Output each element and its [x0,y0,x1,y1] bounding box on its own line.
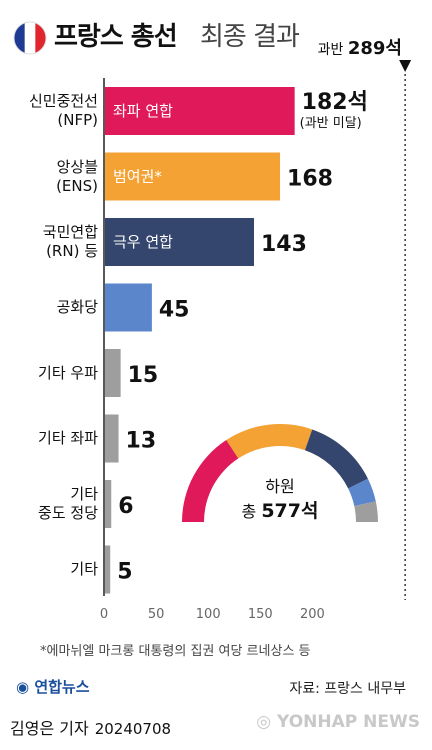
category-label-line: 공화당 [56,298,98,316]
hemicycle-total-prefix: 총 [242,502,262,521]
category-label: 기타 우파 [0,364,98,383]
bar [105,283,152,332]
bar [105,480,112,528]
value-label: 5 [117,560,132,585]
flag-stripe [35,22,46,54]
hemicycle-segment [304,429,368,489]
category-label: 앙상블 (ENS) [0,158,98,196]
category-label-line: 기타 [70,560,98,578]
x-tick-label: 200 [300,607,325,622]
chart-subtitle: 최종 결과 [200,22,300,52]
watermark: ◎ YONHAP NEWS [256,712,420,732]
hemicycle-segment [354,501,378,522]
category-label: 공화당 [0,298,98,317]
category-label-line: (ENS) [56,176,98,195]
hemicycle-chart: 하원총 577석 [182,424,378,522]
bar [105,87,295,135]
category-label: 국민연합 (RN) 등 [0,223,98,261]
byline-date: 20240708 [94,720,172,738]
value-note: (과반 미달) [300,116,362,131]
category-label-line: 앙상블 [56,157,98,176]
category-label-line: 신민중전선 [28,92,98,110]
category-label-line: 기타 우파 [38,363,98,382]
logo-text: 연합뉴스 [34,678,90,696]
category-label: 기타 [0,560,98,579]
majority-arrow-icon [399,60,412,72]
bar [105,152,281,201]
x-axis-ticks: 0 50 100 150 200 [100,607,325,622]
hemicycle-total-value: 577석 [261,500,318,522]
footnote: *에마뉘엘 마크롱 대통령의 집권 여당 르네상스 등 [40,644,311,659]
bar [105,349,121,397]
bars-layer: 좌파 연합 182석(과반 미달) 범여권* 168 극우 연합 143 45 15 13 6 5 [103,78,368,596]
byline: 김영은 기자 20240708 [10,715,171,739]
category-label: 기타 중도 정당 [0,485,98,523]
bar-inner-label: 좌파 연합 [113,102,173,120]
hemicycle-segment [182,440,239,522]
category-label-line: (RN) 등 [46,242,98,260]
category-label-line: 기타 좌파 [38,429,98,447]
bar [105,414,119,463]
reference-line-layer [399,60,412,600]
hemicycle-segment [348,478,376,506]
x-tick-label: 150 [248,607,273,622]
x-tick-label: 50 [148,607,165,622]
x-tick-label: 100 [196,607,221,622]
byline-author: 김영은 기자 [10,719,89,738]
value-label: 143 [261,232,307,257]
majority-label: 과반 289석 [318,34,402,60]
hemicycle-total: 총 577석 [242,500,319,522]
hemicycle-label: 하원 [265,477,294,496]
flag-stripe [14,22,26,54]
watermark-text: YONHAP NEWS [277,712,420,732]
bar-inner-label: 극우 연합 [113,233,173,251]
value-label: 182석 [302,90,368,115]
yonhap-logo: ◉ 연합뉴스 [16,678,90,696]
bar-inner-label: 범여권* [113,168,162,186]
value-label: 15 [128,363,159,388]
majority-value: 289석 [347,38,402,59]
france-flag-icon [13,21,47,55]
flag-stripe [24,22,36,54]
value-label: 168 [287,167,333,192]
category-label: 신민중전선 (NFP) [0,92,98,130]
bar [105,545,111,594]
bar [105,218,255,266]
x-tick-label: 0 [100,607,108,622]
value-label: 45 [159,298,190,323]
chart-title: 프랑스 총선 [54,22,178,52]
value-label: 6 [118,494,133,519]
majority-prefix: 과반 [317,42,344,58]
flag-outline [13,21,47,55]
category-label: 기타 좌파 [0,429,98,448]
hemicycle-segment [226,424,313,459]
category-label-line: (NFP) [57,111,98,129]
category-label-line: 기타 [70,485,98,503]
source-note: 자료: 프랑스 내무부 [289,681,406,697]
category-label-line: 국민연합 [42,223,98,241]
category-label-line: 중도 정당 [38,504,98,522]
value-label: 13 [126,429,157,454]
